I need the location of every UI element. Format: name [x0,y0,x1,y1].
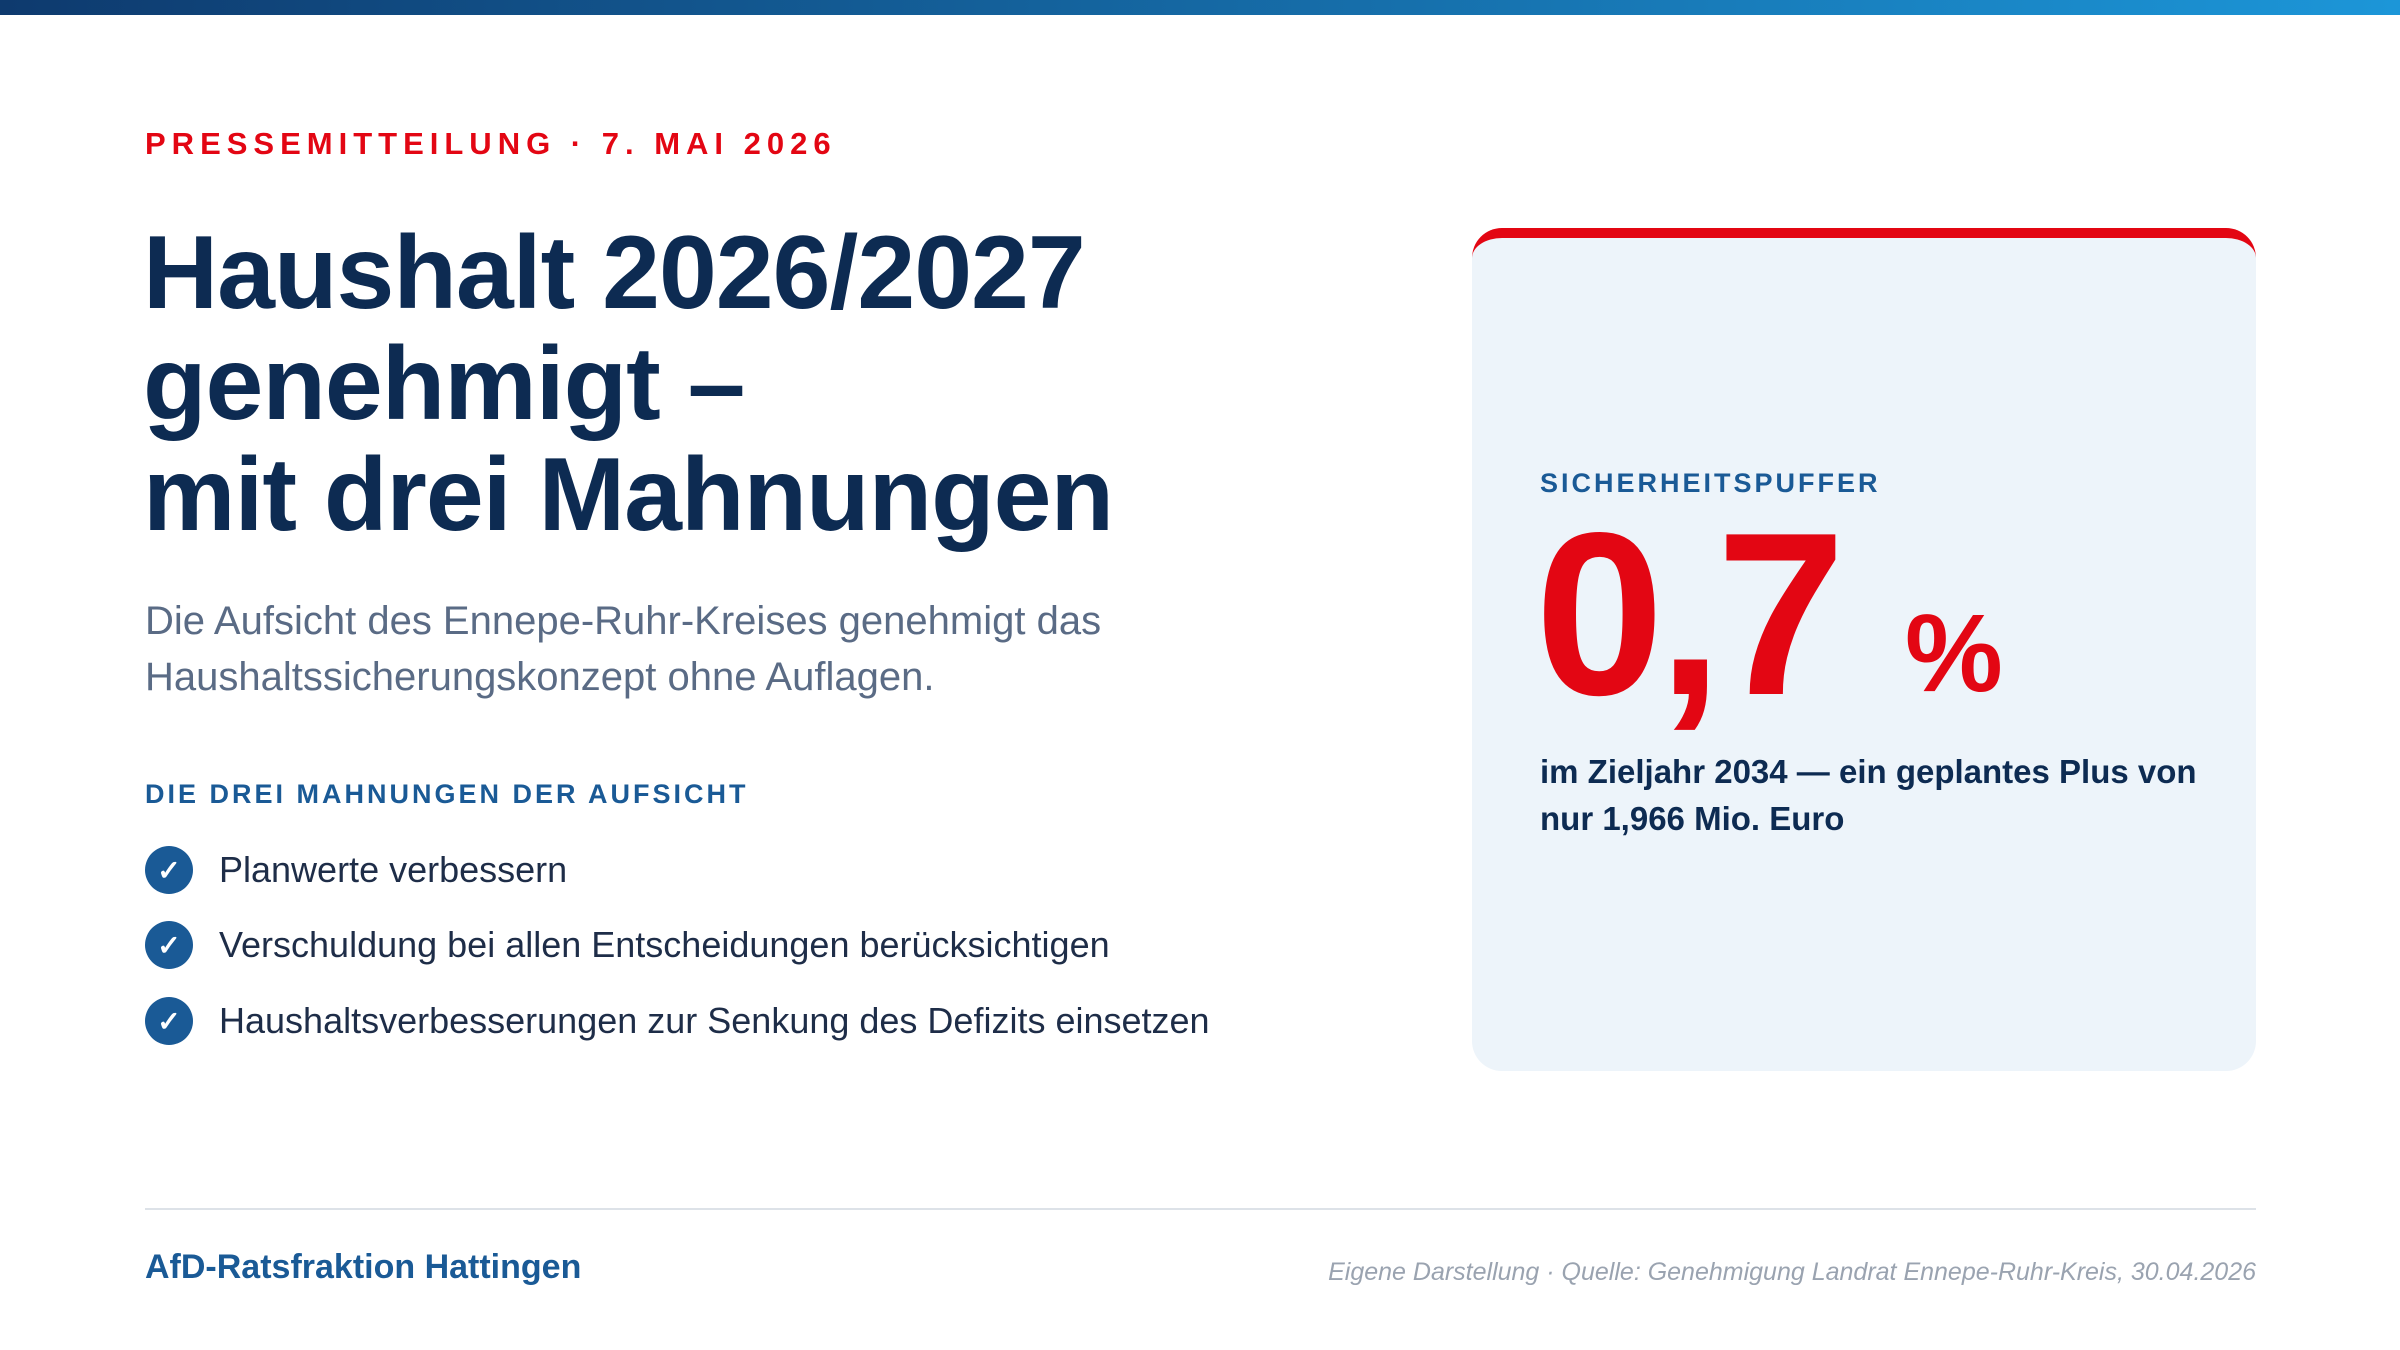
source: Eigene Darstellung · Quelle: Genehmigung… [1328,1258,2256,1286]
check-icon: ✓ [145,846,193,894]
list-heading: DIE DREI MAHNUNGEN DER AUFSICHT [145,779,749,809]
list-item: ✓ Verschuldung bei allen Entscheidungen b… [145,920,1110,970]
check-icon: ✓ [145,921,193,969]
kicker: PRESSEMITTEILUNG · 7. MAI 2026 [145,126,837,161]
check-icon: ✓ [145,997,193,1045]
subtitle-line: Die Aufsicht des Ennepe-Ruhr-Kreises gen… [145,599,1102,643]
list-item-text: Planwerte verbessern [219,849,568,890]
subtitle-line: Haushaltssicherungskonzept ohne Auflagen… [145,655,935,699]
footer-rule [145,1208,2256,1210]
list-item-text: Verschuldung bei allen Entscheidungen be… [219,924,1110,965]
description-line: nur 1,966 Mio. Euro [1540,800,1845,837]
stat-card [1472,228,2256,1071]
description-line: im Zieljahr 2034 — ein geplantes Plus vo… [1540,753,2197,790]
list-item: ✓ Haushaltsverbesserungen zur Senkung des… [145,996,1210,1046]
title-line: genehmigt – [143,326,746,442]
title-line: Haushalt 2026/2027 [143,215,1086,331]
title: Haushalt 2026/2027 genehmigt – mit drei … [143,215,1114,553]
list-item-text: Haushaltsverbesserungen zur Senkung des … [219,1000,1210,1041]
card-unit: % [1905,592,2003,715]
top-bar [0,0,2400,15]
list-item: ✓ Planwerte verbessern [145,845,567,895]
subtitle: Die Aufsicht des Ennepe-Ruhr-Kreises gen… [145,593,1101,705]
card-value: 0,7 [1535,485,1846,744]
card-label: SICHERHEITSPUFFER [1540,468,1881,498]
organization: AfD-Ratsfraktion Hattingen [145,1248,582,1286]
title-line: mit drei Mahnungen [143,437,1114,553]
card-description: im Zieljahr 2034 — ein geplantes Plus vo… [1540,748,2197,842]
